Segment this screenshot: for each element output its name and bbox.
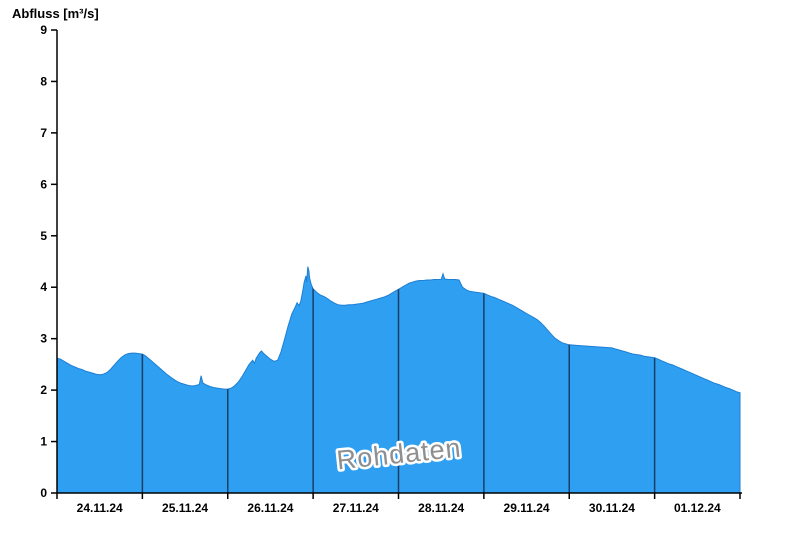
y-tick-label: 9	[40, 23, 47, 37]
x-day-label: 29.11.24	[504, 501, 550, 515]
x-day-label: 27.11.24	[333, 501, 379, 515]
chart-title: Abfluss [m³/s]	[12, 6, 99, 21]
y-tick-label: 4	[40, 280, 47, 294]
y-tick-label: 7	[40, 126, 47, 140]
x-day-label: 25.11.24	[162, 501, 208, 515]
x-day-label: 24.11.24	[77, 501, 123, 515]
y-tick-label: 3	[40, 332, 47, 346]
y-tick-label: 6	[40, 177, 47, 191]
y-tick-label: 1	[40, 435, 47, 449]
y-tick-label: 2	[40, 383, 47, 397]
x-day-label: 01.12.24	[674, 501, 721, 515]
y-tick-label: 5	[40, 229, 47, 243]
y-tick-label: 0	[40, 486, 47, 500]
x-day-label: 28.11.24	[418, 501, 464, 515]
x-day-label: 26.11.24	[247, 501, 293, 515]
x-day-label: 30.11.24	[589, 501, 635, 515]
y-tick-label: 8	[40, 74, 47, 88]
